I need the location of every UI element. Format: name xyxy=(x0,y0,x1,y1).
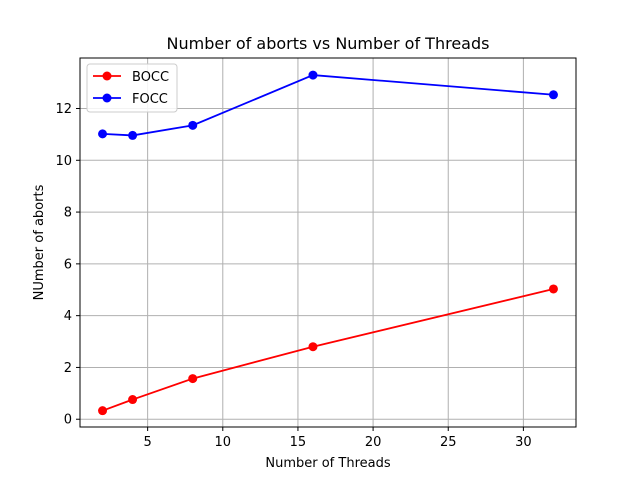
data-point-focc xyxy=(98,129,108,139)
x-tick-label: 25 xyxy=(440,435,457,450)
legend-bocc-marker xyxy=(102,71,112,81)
x-tick-label: 10 xyxy=(215,435,232,450)
chart-title: Number of aborts vs Number of Threads xyxy=(167,34,490,53)
legend: BOCC FOCC xyxy=(86,63,178,113)
data-point-bocc xyxy=(548,284,558,294)
data-point-focc xyxy=(308,70,318,80)
plot-frame xyxy=(79,57,577,428)
x-tick-label: 30 xyxy=(515,435,532,450)
x-axis-ticks: 5 10 15 20 25 30 xyxy=(143,427,532,450)
y-tick-label: 0 xyxy=(64,413,72,428)
x-axis-title: Number of Threads xyxy=(265,456,390,471)
x-tick-label: 5 xyxy=(143,435,151,450)
x-tick-label: 20 xyxy=(365,435,382,450)
grid xyxy=(80,58,576,427)
data-point-focc xyxy=(188,120,198,130)
legend-focc-marker xyxy=(102,93,112,103)
legend-bocc-label: BOCC xyxy=(132,70,169,85)
data-point-bocc xyxy=(308,342,318,352)
data-point-focc xyxy=(548,90,558,100)
y-tick-label: 6 xyxy=(64,257,72,272)
y-tick-label: 4 xyxy=(64,309,72,324)
y-tick-label: 12 xyxy=(55,102,72,117)
y-tick-label: 2 xyxy=(64,361,72,376)
data-point-bocc xyxy=(188,374,198,384)
y-axis-title: NUmber of aborts xyxy=(32,184,47,300)
y-axis-ticks: 0 2 4 6 8 10 12 xyxy=(55,102,80,428)
y-tick-label: 8 xyxy=(64,206,72,221)
series-layer xyxy=(98,70,558,416)
x-tick-label: 15 xyxy=(290,435,307,450)
legend-focc-label: FOCC xyxy=(132,92,168,107)
y-tick-label: 10 xyxy=(55,154,72,169)
data-point-bocc xyxy=(128,395,138,405)
data-point-focc xyxy=(128,130,138,140)
data-point-bocc xyxy=(98,406,108,416)
